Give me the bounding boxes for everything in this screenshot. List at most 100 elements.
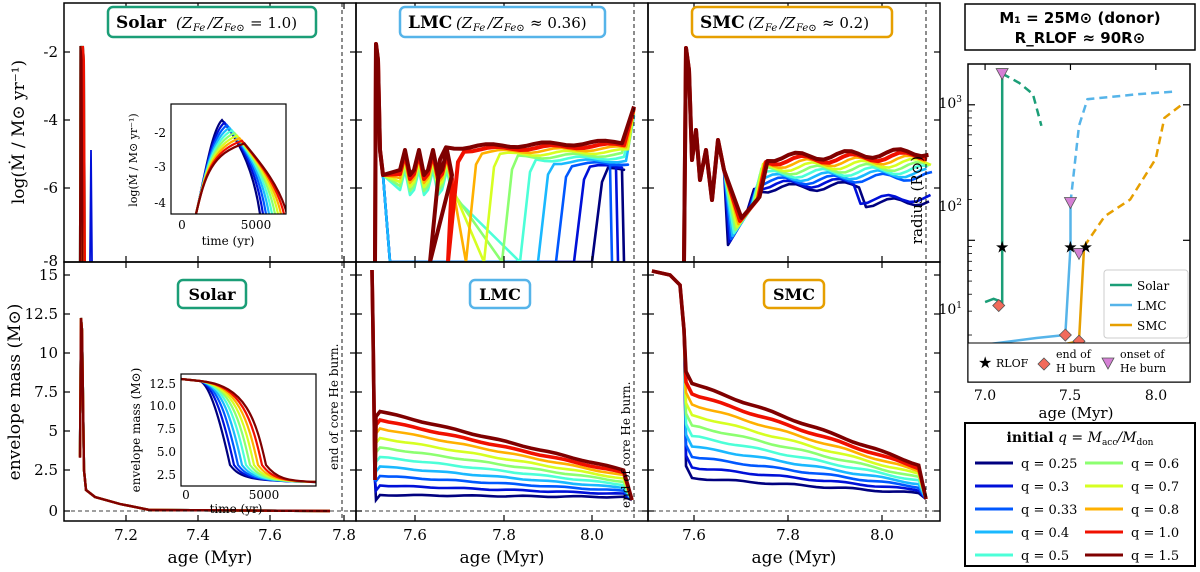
radius-he-onset-marker-1 — [1063, 197, 1078, 210]
solar-xtick-72: 7.2 — [114, 526, 138, 544]
svg-text:12.5: 12.5 — [149, 377, 176, 391]
svg-text:He burn: He burn — [1120, 362, 1166, 375]
svg-text:SMC: SMC — [1137, 319, 1167, 333]
star-icon: ★ — [978, 353, 992, 372]
bot-ytick-10: 10 — [39, 344, 58, 362]
top-lmc-curves — [373, 42, 636, 262]
legend-label-8: q = 1.0 — [1131, 526, 1179, 541]
legend-label-4: q = 0.5 — [1021, 549, 1069, 564]
svg-text:onset of: onset of — [1120, 348, 1165, 361]
bot-ytick-12-5: 12.5 — [25, 305, 58, 323]
svg-text:log(Ṁ / M⊙ yr⁻¹): log(Ṁ / M⊙ yr⁻¹) — [126, 113, 140, 206]
svg-text:≈ 0.36): ≈ 0.36) — [530, 14, 587, 32]
bot-ytick-5: 5 — [48, 422, 58, 440]
bottom-lmc-series-3 — [370, 269, 634, 501]
bottom-lmc-curves — [370, 269, 634, 504]
legend-label-1: q = 0.3 — [1021, 480, 1069, 495]
title-box-top-smc: SMC (Z Fe /Z Fe⊙ ≈ 0.2) — [690, 5, 894, 39]
svg-text:/Z: /Z — [486, 14, 504, 32]
radius-ytick-1000: 103 — [938, 95, 962, 112]
radius-rlof-marker-1: ★ — [1063, 237, 1077, 256]
bottom-solar-series-9 — [78, 317, 331, 513]
svg-text:5000: 5000 — [241, 218, 272, 232]
top-solar-series-9 — [78, 45, 84, 262]
svg-text:(Z: (Z — [176, 14, 193, 32]
solar-xtick-78: 7.8 — [332, 526, 356, 544]
title-box-top-solar: Solar (Z Fe /Z Fe⊙ = 1.0) — [106, 5, 318, 39]
solar-xtick-74: 7.4 — [186, 526, 210, 544]
q-legend: initial q = Macc/Mdon q = 0.25 q = 0.3 q =… — [964, 422, 1196, 567]
inset-bot-series-9 — [181, 377, 316, 484]
bot-ytick-7-5: 7.5 — [34, 383, 58, 401]
svg-text:LMC: LMC — [479, 285, 521, 304]
solar-xlabel: age (Myr) — [168, 548, 253, 568]
bottom-lmc-series-2 — [370, 269, 633, 501]
svg-text:M₁ = 25M⊙ (donor): M₁ = 25M⊙ (donor) — [999, 9, 1160, 27]
bot-ytick-0: 0 — [48, 502, 58, 520]
svg-text:envelope mass (M⊙): envelope mass (M⊙) — [129, 368, 143, 493]
radius-series-legend: Solar LMC SMC — [1103, 269, 1189, 339]
bot-ytick-2-5: 2.5 — [34, 461, 58, 479]
bot-ytick-15: 15 — [39, 266, 58, 284]
legend-label-6: q = 0.7 — [1131, 480, 1179, 495]
svg-text:(Z: (Z — [456, 14, 473, 32]
bottom-smc-series-4 — [651, 269, 928, 500]
svg-text:LMC: LMC — [408, 13, 452, 33]
bottom-smc-series-6 — [651, 269, 928, 500]
svg-text:5.0: 5.0 — [157, 445, 176, 459]
smc-xtick-76: 7.6 — [682, 526, 706, 544]
bottom-smc-series-7 — [651, 269, 928, 500]
solar-xtick-76: 7.6 — [258, 526, 282, 544]
svg-text:initial q = Macc/Mdon: initial q = Macc/Mdon — [1007, 430, 1154, 448]
bottom-smc-series-9 — [651, 269, 928, 500]
radius-h-end-marker-0 — [992, 298, 1006, 313]
axis-ticks — [64, 3, 940, 521]
radius-dashed-Solar — [1001, 72, 1043, 127]
lmc-xtick-76: 7.6 — [403, 526, 427, 544]
radius-xtick-80: 8.0 — [1145, 388, 1167, 404]
triangle-icon — [1101, 357, 1115, 370]
title-box-bottom-smc: SMC — [762, 278, 826, 310]
top-ytick-m2: -2 — [43, 43, 58, 61]
radius-ytick-10: 101 — [938, 301, 962, 318]
diamond-icon — [1037, 357, 1051, 371]
bottom-smc-series-2 — [651, 269, 928, 500]
smc-xtick-80: 8.0 — [870, 526, 894, 544]
svg-text:Fe⊙: Fe⊙ — [503, 23, 525, 34]
lmc-end-he-label: end of core He burn. — [619, 382, 633, 508]
svg-text:/Z: /Z — [206, 14, 224, 32]
top-lmc-series-9 — [373, 42, 636, 262]
radius-he-onset-marker-2 — [1072, 248, 1086, 261]
radius-rlof-marker-2: ★ — [1079, 237, 1093, 256]
lmc-xtick-80: 8.0 — [580, 526, 604, 544]
smc-xlabel: age (Myr) — [752, 548, 837, 568]
radius-he-onset-marker-0 — [995, 68, 1009, 81]
bottom-lmc-series-1 — [370, 269, 633, 502]
svg-text:2.5: 2.5 — [157, 468, 176, 482]
svg-text:SMC: SMC — [773, 285, 815, 304]
bottom-smc-curves — [651, 269, 928, 501]
bottom-smc-series-1 — [651, 269, 927, 500]
svg-text:(Z: (Z — [748, 14, 765, 32]
bottom-lmc-series-5 — [370, 269, 634, 501]
bottom-smc-series-5 — [651, 269, 928, 500]
svg-text:R_RLOF ≈ 90R⊙: R_RLOF ≈ 90R⊙ — [1015, 29, 1146, 47]
bottom-solar-curves — [78, 317, 331, 513]
svg-text:end of: end of — [1056, 348, 1092, 361]
svg-text:-3: -3 — [154, 160, 166, 174]
top-solar-tail — [89, 149, 93, 262]
inset-bottom-solar: 12.5 10.0 7.5 5.0 2.5 0 5000 time (yr) e… — [129, 368, 317, 516]
svg-text:-4: -4 — [154, 196, 166, 210]
radius-dashed-LMC — [1069, 90, 1173, 203]
svg-text:0: 0 — [178, 218, 186, 232]
svg-text:Fe: Fe — [764, 23, 777, 34]
title-box-top-lmc: LMC (Z Fe /Z Fe⊙ ≈ 0.36) — [398, 5, 607, 39]
lmc-xtick-78: 7.8 — [492, 526, 516, 544]
radius-rlof-marker-0: ★ — [995, 237, 1009, 256]
svg-text:Fe⊙: Fe⊙ — [223, 23, 245, 34]
legend-label-2: q = 0.33 — [1021, 503, 1077, 518]
legend-label-7: q = 0.8 — [1131, 503, 1179, 518]
legend-label-5: q = 0.6 — [1131, 457, 1179, 472]
svg-text:= 1.0): = 1.0) — [250, 14, 297, 32]
